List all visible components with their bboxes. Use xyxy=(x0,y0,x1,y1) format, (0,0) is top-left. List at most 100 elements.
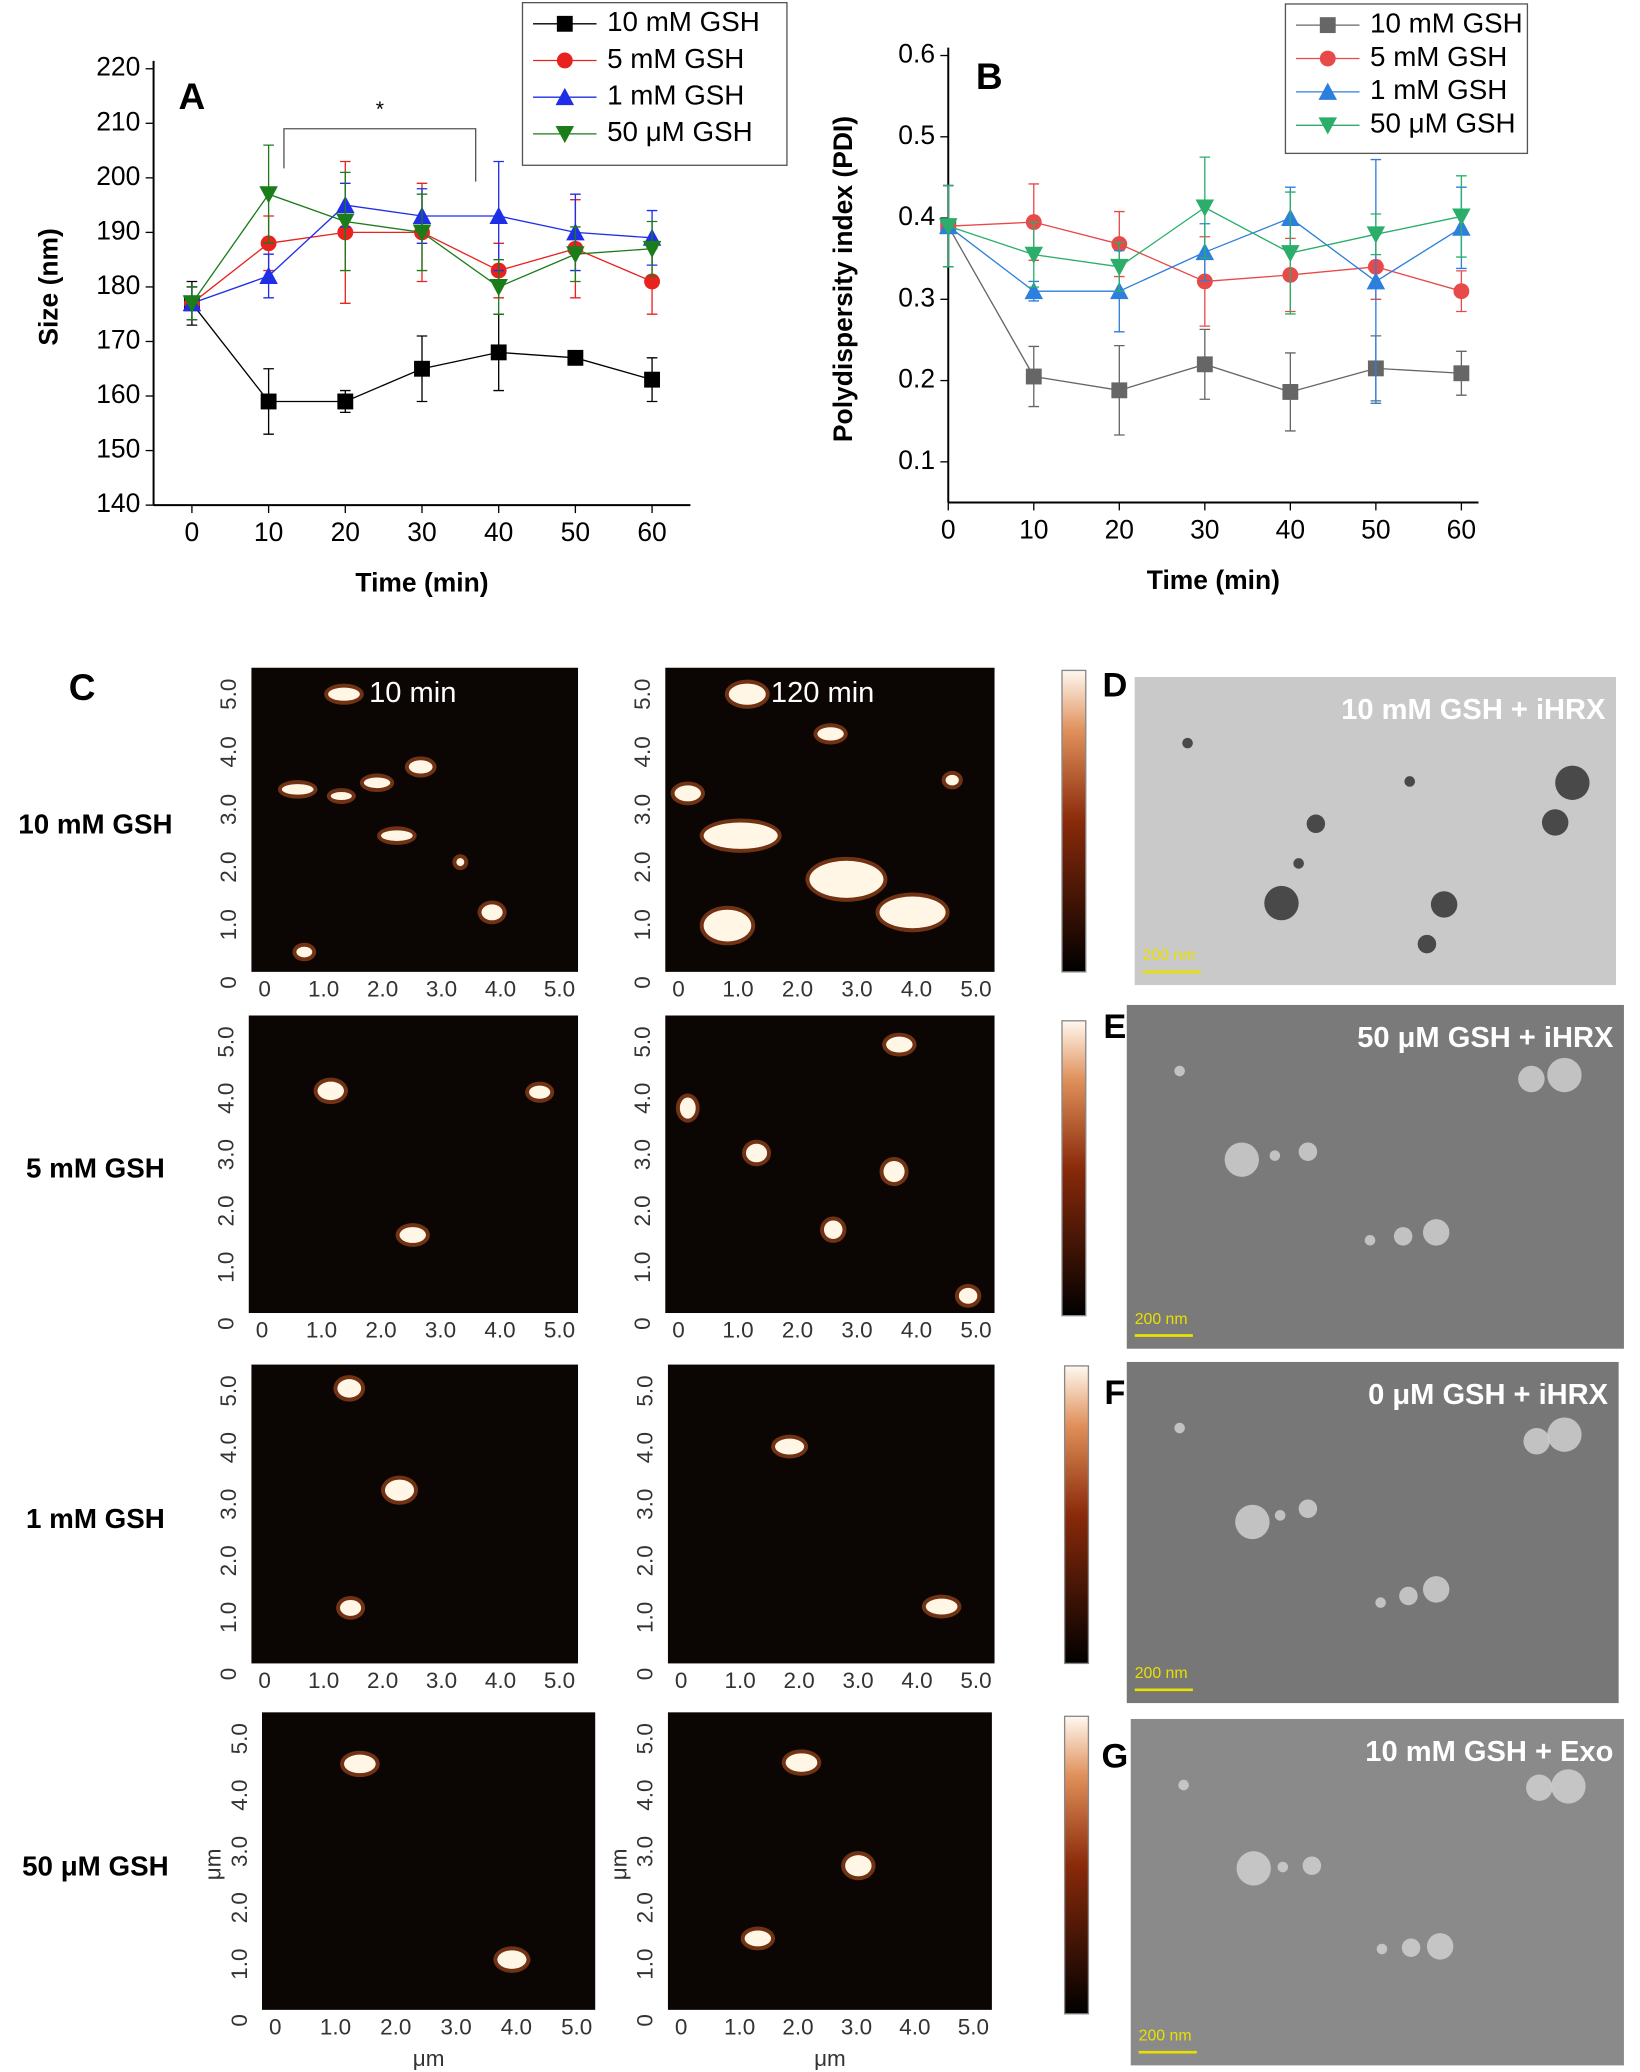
data-point xyxy=(1453,283,1470,300)
data-point xyxy=(1110,258,1129,277)
data-point xyxy=(412,224,432,242)
x-axis-label: Time (min) xyxy=(1147,565,1280,595)
afm-x-tick-label: 1.0 xyxy=(306,1317,337,1342)
afm-x-tick-label: 2.0 xyxy=(783,1668,814,1693)
time-label: 10 min xyxy=(369,677,456,709)
afm-y-tick-label: 3.0 xyxy=(633,1836,658,1867)
y-tick-label: 150 xyxy=(96,434,140,464)
afm-y-tick-label: 0 xyxy=(633,1668,658,1680)
x-tick-label: 50 xyxy=(1361,515,1390,545)
x-tick-label: 50 xyxy=(561,517,590,547)
afm-y-tick-label: 0 xyxy=(633,2014,658,2027)
afm-x-tick-label: 4.0 xyxy=(899,2014,930,2039)
data-point xyxy=(260,393,277,410)
tem-particle xyxy=(1401,1938,1421,1957)
data-point xyxy=(489,206,508,224)
data-point xyxy=(644,371,661,388)
afm-x-tick-label: 3.0 xyxy=(426,976,457,1001)
tem-particle xyxy=(1422,1576,1450,1603)
x-tick-label: 30 xyxy=(1190,515,1219,545)
tem-particle xyxy=(1417,934,1437,954)
tem-particle xyxy=(1526,1774,1553,1801)
panel-label: E xyxy=(1103,1008,1126,1046)
data-point xyxy=(1195,199,1215,217)
afm-x-tick-label: 5.0 xyxy=(960,976,991,1001)
afm-y-tick-label: 1.0 xyxy=(630,1252,655,1283)
afm-x-tick-label: 4.0 xyxy=(485,976,516,1001)
afm-particle xyxy=(399,1227,426,1243)
afm-x-tick-label: 3.0 xyxy=(426,1668,457,1693)
afm-y-tick-label: 1.0 xyxy=(214,1252,239,1283)
colorbar xyxy=(1061,669,1087,973)
x-tick-label: 60 xyxy=(1447,515,1476,545)
tem-image xyxy=(1134,677,1617,986)
data-point xyxy=(259,186,278,204)
data-point xyxy=(939,218,958,236)
afm-x-tick-label: 2.0 xyxy=(782,1317,813,1342)
afm-x-tick-label: 2.0 xyxy=(367,976,398,1001)
afm-y-tick-label: 4.0 xyxy=(216,736,241,767)
afm-particle xyxy=(744,1930,772,1947)
afm-x-tick-label: 1.0 xyxy=(725,1668,756,1693)
scale-bar-label: 200 nm xyxy=(1135,1665,1188,1682)
afm-x-tick-label: 5.0 xyxy=(561,2014,592,2039)
y-tick-label: 160 xyxy=(96,379,140,409)
tem-particle xyxy=(1547,1417,1582,1452)
afm-y-tick-label: 1.0 xyxy=(633,1602,658,1633)
afm-x-tick-label: 3.0 xyxy=(425,1317,456,1342)
afm-x-tick-label: 0 xyxy=(675,1668,688,1693)
afm-x-tick-label: 3.0 xyxy=(841,976,872,1001)
legend-marker xyxy=(555,125,575,144)
tem-caption: 10 mM GSH + iHRX xyxy=(1341,694,1606,726)
data-point xyxy=(1282,384,1299,400)
tem-particle xyxy=(1293,858,1304,869)
afm-image xyxy=(262,1712,596,2010)
afm-x-tick-label: 0 xyxy=(258,976,271,1001)
y-tick-label: 220 xyxy=(96,52,140,82)
tem-particle xyxy=(1523,1428,1550,1455)
afm-y-tick-label: 4.0 xyxy=(633,1779,658,1810)
tem-caption: 50 μM GSH + iHRX xyxy=(1357,1022,1614,1054)
afm-particle xyxy=(363,777,391,789)
afm-particle xyxy=(925,1598,958,1615)
legend-marker xyxy=(1319,17,1336,34)
legend-marker xyxy=(556,52,573,69)
tem-particle xyxy=(1174,1422,1185,1434)
legend-label: 5 mM GSH xyxy=(607,43,744,74)
x-tick-label: 20 xyxy=(331,517,360,547)
afm-x-tick-label: 4.0 xyxy=(501,2014,532,2039)
afm-y-tick-label: 0 xyxy=(630,976,655,988)
afm-x-tick-label: 1.0 xyxy=(308,1668,339,1693)
afm-y-tick-label: 2.0 xyxy=(633,1892,658,1923)
afm-particle xyxy=(340,1599,362,1616)
afm-particle xyxy=(809,860,884,898)
tem-particle xyxy=(1174,1065,1185,1077)
afm-y-tick-label: 5.0 xyxy=(214,1026,239,1057)
unit-label: μm xyxy=(200,1849,225,1881)
afm-y-tick-label: 5.0 xyxy=(633,1375,658,1406)
y-tick-label: 0.5 xyxy=(898,120,935,150)
afm-y-tick-label: 0 xyxy=(227,2014,252,2027)
afm-x-tick-label: 1.0 xyxy=(722,976,753,1001)
panel-label: G xyxy=(1101,1738,1128,1776)
afm-x-tick-label: 5.0 xyxy=(960,1668,991,1693)
afm-particle xyxy=(384,1479,415,1501)
y-axis-label: Polydispersity index (PDI) xyxy=(828,116,858,442)
row-label: 50 μM GSH xyxy=(22,1851,169,1882)
tem-particle xyxy=(1306,814,1326,834)
afm-y-tick-label: 5.0 xyxy=(630,1026,655,1057)
afm-y-tick-label: 1.0 xyxy=(216,909,241,940)
tem-image xyxy=(1130,1718,1624,2066)
afm-x-tick-label: 0 xyxy=(258,1668,271,1693)
afm-y-tick-label: 2.0 xyxy=(630,1195,655,1226)
data-point xyxy=(1196,273,1213,290)
y-axis-label: Size (nm) xyxy=(33,228,63,346)
y-tick-label: 0.4 xyxy=(898,201,935,231)
afm-y-tick-label: 3.0 xyxy=(216,1489,241,1520)
afm-y-tick-label: 3.0 xyxy=(214,1139,239,1170)
afm-particle xyxy=(745,1143,768,1163)
tem-particle xyxy=(1298,1499,1318,1518)
afm-y-tick-label: 4.0 xyxy=(630,1083,655,1114)
afm-y-tick-label: 4.0 xyxy=(630,736,655,767)
